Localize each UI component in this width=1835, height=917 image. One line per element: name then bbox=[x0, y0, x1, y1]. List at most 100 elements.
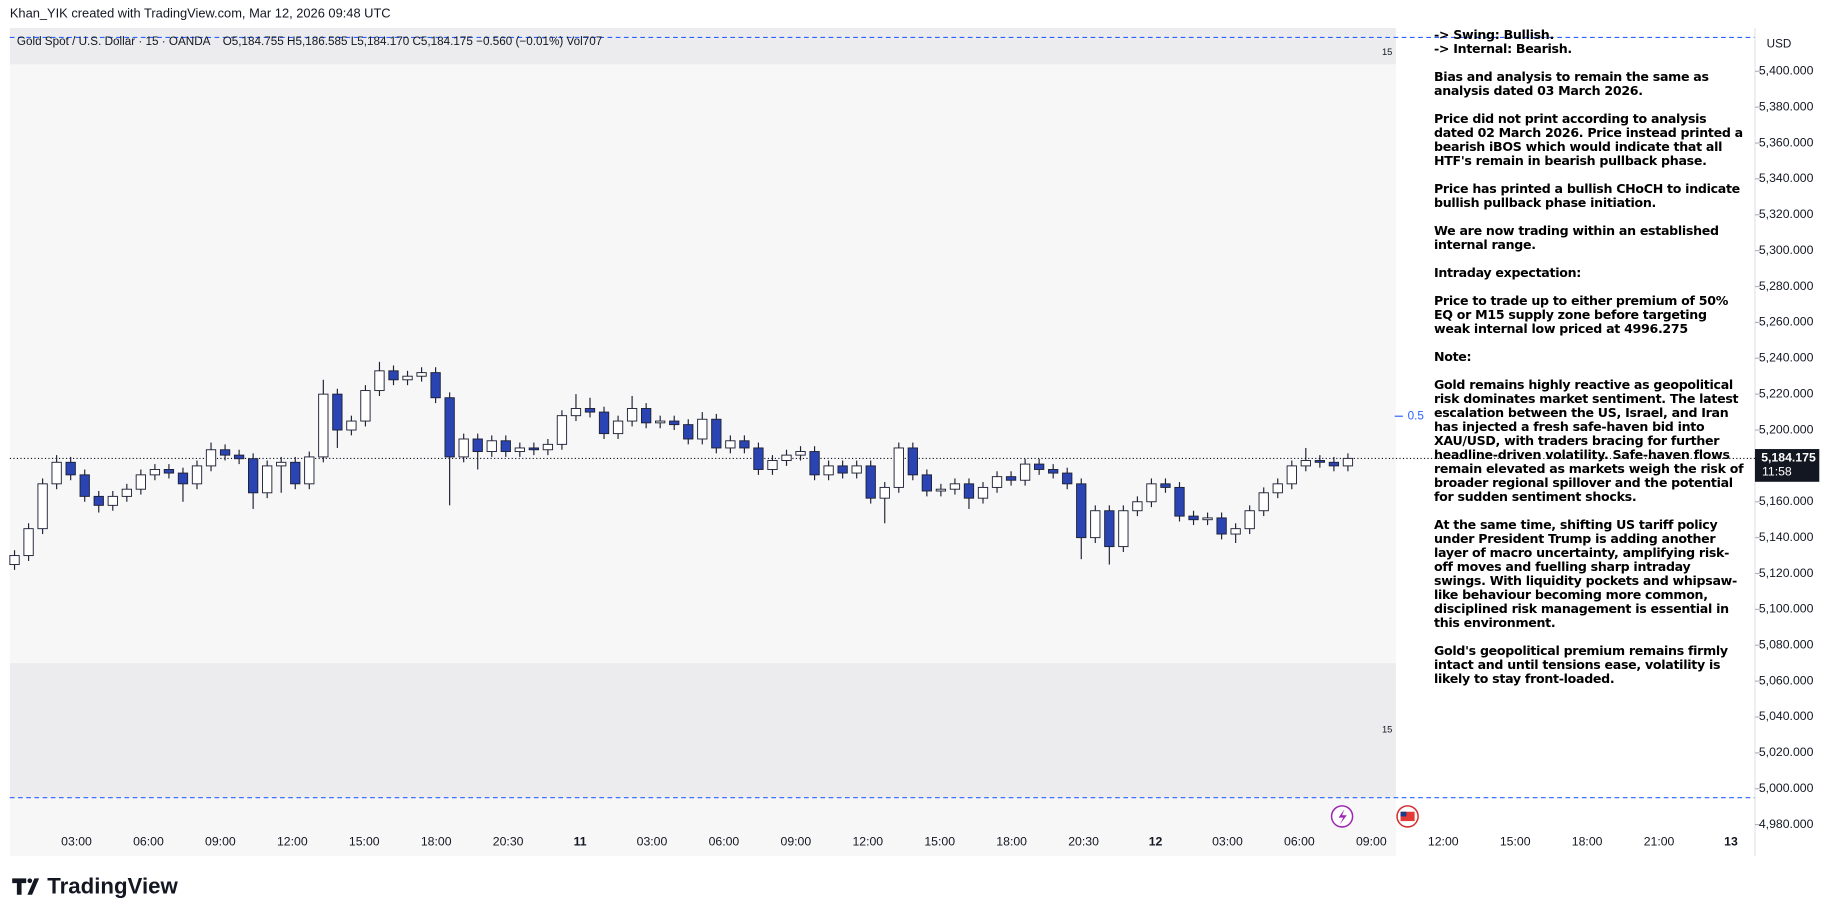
candle-body bbox=[1104, 510, 1115, 548]
candle-body bbox=[458, 438, 469, 458]
note-paragraph: Price did not print according to analysi… bbox=[1434, 111, 1743, 168]
y-tick-label: 4,980.000 bbox=[1759, 817, 1814, 831]
candle-body bbox=[374, 370, 385, 392]
x-tick-label: 06:00 bbox=[709, 834, 740, 848]
candle-body bbox=[23, 528, 34, 557]
candle-body bbox=[907, 447, 918, 476]
logo-mark bbox=[12, 878, 40, 895]
y-tick-label: 5,020.000 bbox=[1759, 745, 1814, 759]
candle-body bbox=[135, 474, 147, 490]
candle-body bbox=[1272, 483, 1283, 494]
candle-body bbox=[837, 465, 848, 474]
candle-body bbox=[598, 411, 610, 435]
fib-label: 0.5 bbox=[1408, 409, 1425, 422]
x-tick-label: 15:00 bbox=[349, 834, 380, 848]
ohlc-legend: O5,184.755 H5,186.585 L5,184.170 C5,184.… bbox=[223, 35, 603, 48]
candle-body bbox=[262, 465, 273, 494]
x-tick-label: 12:00 bbox=[852, 834, 883, 848]
candle-body bbox=[725, 440, 736, 449]
candle-body bbox=[767, 460, 778, 470]
x-tick-label: 06:00 bbox=[133, 834, 164, 848]
candle-body bbox=[865, 465, 876, 499]
candle-body bbox=[290, 461, 301, 485]
candle-body bbox=[640, 408, 652, 424]
y-tick-label: 5,360.000 bbox=[1759, 135, 1814, 149]
candle-body bbox=[655, 420, 666, 424]
candle-body bbox=[191, 465, 203, 485]
candle-body bbox=[500, 440, 511, 453]
candle-body bbox=[1202, 517, 1213, 521]
y-tick-label: 5,080.000 bbox=[1759, 638, 1814, 652]
candle-body bbox=[1230, 528, 1241, 535]
candle-body bbox=[851, 465, 862, 474]
candle-body bbox=[1019, 463, 1031, 481]
candle-body bbox=[963, 483, 975, 499]
candle-body bbox=[1132, 501, 1143, 512]
candle-body bbox=[1328, 461, 1340, 467]
candle-body bbox=[1146, 483, 1157, 503]
candle-body bbox=[233, 454, 245, 460]
candle-body bbox=[991, 476, 1003, 488]
tradingview-logo bbox=[12, 878, 40, 895]
x-tick-label: 13 bbox=[1724, 834, 1738, 848]
x-tick-label: 15:00 bbox=[1500, 834, 1531, 848]
candle-body bbox=[809, 451, 820, 476]
candle-body bbox=[1244, 510, 1255, 530]
x-tick-label: 15:00 bbox=[924, 834, 955, 848]
candle-body bbox=[949, 483, 961, 490]
candle-body bbox=[1174, 486, 1185, 517]
note-paragraph: Note: bbox=[1434, 349, 1472, 364]
x-tick-label: 12:00 bbox=[1428, 834, 1459, 848]
candle-body bbox=[1033, 463, 1045, 470]
candle-body bbox=[444, 397, 455, 458]
note-paragraph: Gold's geopolitical premium remains firm… bbox=[1434, 643, 1728, 686]
x-tick-label: 12:00 bbox=[277, 834, 308, 848]
candle-body bbox=[514, 447, 525, 453]
note-paragraph: Gold remains highly reactive as geopolit… bbox=[1434, 377, 1744, 504]
candle-body bbox=[219, 449, 231, 456]
x-tick-label: 20:30 bbox=[493, 834, 524, 848]
lightning-glyph bbox=[1338, 809, 1347, 825]
candle-body bbox=[977, 486, 989, 499]
x-tick-label: 11 bbox=[574, 834, 587, 848]
note-paragraph: -> Internal: Bearish. bbox=[1434, 41, 1572, 56]
candle-body bbox=[542, 443, 554, 451]
candle-body bbox=[584, 408, 596, 413]
candle-body bbox=[276, 461, 287, 467]
note-paragraph: We are now trading within an established… bbox=[1434, 223, 1719, 252]
y-tick-label: 5,400.000 bbox=[1759, 64, 1814, 78]
candle-body bbox=[9, 555, 20, 566]
x-tick-label: 09:00 bbox=[781, 834, 812, 848]
candle-body bbox=[1062, 472, 1073, 485]
bottom-pane bbox=[9, 663, 1396, 798]
x-tick-label: 03:00 bbox=[61, 834, 92, 848]
analysis-notes: -> Swing: Bullish. -> Internal: Bearish. B… bbox=[1434, 28, 1746, 700]
candle-body bbox=[1005, 476, 1017, 481]
candle-body bbox=[93, 495, 104, 506]
candle-body bbox=[683, 424, 694, 440]
y-tick-label: 5,060.000 bbox=[1759, 673, 1814, 687]
candle-body bbox=[1286, 465, 1297, 485]
currency[interactable]: USD bbox=[1767, 38, 1792, 51]
flag-glyph bbox=[1400, 811, 1407, 817]
candle-body bbox=[1076, 483, 1087, 539]
y-tick-label: 5,280.000 bbox=[1759, 279, 1814, 293]
y-tick-label: 5,000.000 bbox=[1759, 781, 1814, 795]
currency-box[interactable] bbox=[1758, 31, 1820, 58]
y-tick-label: 5,100.000 bbox=[1759, 602, 1814, 616]
x-tick-label: 18:00 bbox=[1572, 834, 1603, 848]
candle-body bbox=[1314, 460, 1326, 463]
y-tick-label: 5,040.000 bbox=[1759, 709, 1814, 723]
candle-body bbox=[1090, 510, 1101, 539]
candle-body bbox=[739, 440, 750, 449]
candle-body bbox=[1216, 517, 1227, 535]
note-paragraph: -> Swing: Bullish. bbox=[1434, 27, 1554, 42]
candle-body bbox=[935, 488, 947, 492]
pane-label: 15 bbox=[1382, 47, 1392, 57]
candle-body bbox=[570, 408, 582, 417]
candle-body bbox=[893, 447, 904, 488]
candle-body bbox=[1300, 460, 1311, 467]
y-tick-label: 5,260.000 bbox=[1759, 315, 1814, 329]
